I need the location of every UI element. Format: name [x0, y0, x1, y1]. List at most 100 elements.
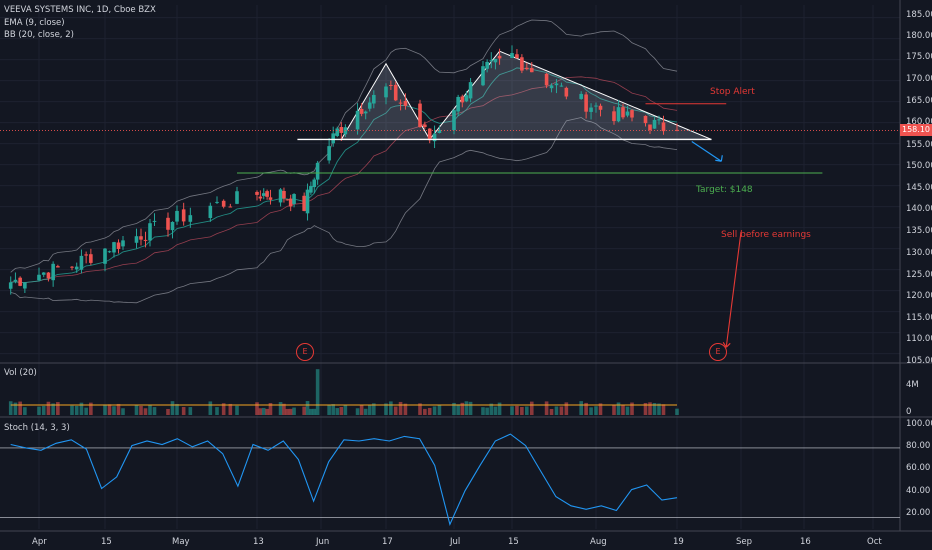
volume-bar	[134, 405, 139, 415]
volume-bar	[389, 401, 393, 415]
volume-bar	[309, 408, 313, 415]
time-tick: May	[172, 537, 190, 547]
candle-body	[51, 263, 55, 281]
candle-body	[389, 85, 393, 87]
earnings-marker-may[interactable]: E	[296, 343, 314, 361]
volume-bar	[148, 404, 152, 415]
volume-bar	[598, 403, 603, 415]
volume-bar	[265, 408, 269, 415]
candle-body	[208, 205, 213, 218]
candle-body	[384, 86, 388, 98]
bb-legend: BB (20, close, 2)	[4, 30, 74, 40]
candle-body	[302, 195, 306, 211]
volume-bar	[367, 404, 372, 415]
candle-body	[621, 107, 625, 118]
volume-bar	[616, 402, 621, 415]
candle-body	[152, 220, 157, 222]
candle-body	[278, 189, 283, 203]
time-tick: 19	[673, 537, 684, 547]
candle-body	[367, 102, 372, 109]
volume-bar	[594, 406, 598, 415]
volume-bar	[107, 404, 112, 415]
stoch-tick: 80.00	[906, 441, 931, 451]
candle-body	[525, 67, 529, 70]
candle-body	[423, 124, 427, 127]
volume-bar	[363, 408, 368, 415]
candle-body	[481, 66, 485, 86]
stochastic-pane	[0, 433, 900, 527]
volume-bar	[584, 402, 588, 415]
stoch-tick: 20.00	[906, 508, 931, 518]
candle-body	[497, 55, 502, 59]
volume-bar	[559, 406, 564, 415]
volume-bar	[112, 406, 116, 415]
volume-bar	[51, 403, 55, 415]
candle-body	[166, 217, 170, 230]
candle-body	[432, 133, 437, 142]
volume-bar	[529, 401, 534, 415]
candle-body	[598, 105, 603, 110]
time-tick: Sep	[736, 537, 753, 547]
volume-bar	[510, 406, 514, 415]
candle-body	[363, 111, 368, 114]
candle-body	[456, 96, 460, 112]
candle-body	[327, 146, 331, 161]
candle-body	[355, 110, 360, 130]
candle-body	[282, 190, 286, 199]
volume-bar	[221, 403, 226, 415]
volume-bar	[398, 401, 403, 415]
candle-body	[493, 58, 498, 63]
candle-body	[79, 255, 84, 270]
candle-body	[579, 93, 583, 99]
candle-body	[544, 73, 549, 86]
candle-body	[74, 266, 79, 270]
sell-arrow	[722, 231, 742, 348]
candle-body	[549, 85, 554, 89]
volume-bar	[612, 404, 616, 415]
price-tick: 115.00	[906, 313, 932, 323]
candle-body	[18, 277, 22, 286]
price-tick: 150.00	[906, 161, 932, 171]
candle-body	[559, 85, 564, 87]
candle-body	[464, 95, 469, 102]
volume-bar	[675, 408, 679, 415]
volume-bar	[621, 404, 625, 415]
volume-bar	[661, 404, 666, 415]
volume-bar	[393, 406, 398, 415]
last-price-tag: 158.10	[900, 124, 932, 136]
candle-body	[427, 128, 432, 141]
candle-body	[564, 87, 569, 97]
volume-bar	[208, 401, 213, 415]
volume-bar	[18, 401, 22, 415]
candle-body	[103, 248, 107, 264]
candle-body	[648, 124, 652, 131]
candle-body	[134, 236, 139, 243]
candle-body	[468, 82, 473, 99]
candle-body	[485, 61, 489, 69]
volume-bar	[544, 401, 549, 415]
price-tick: 160.00	[906, 117, 932, 127]
volume-bar	[493, 406, 498, 415]
volume-bar	[56, 402, 60, 415]
volume-bar	[292, 407, 296, 415]
volume-bar	[372, 403, 376, 415]
candle-body	[309, 186, 313, 193]
time-tick: 17	[382, 537, 393, 547]
price-tick: 145.00	[906, 183, 932, 193]
volume-bar	[359, 405, 364, 415]
candle-body	[70, 266, 74, 268]
candle-body	[305, 189, 310, 214]
volume-bar	[432, 406, 437, 415]
stoch-pane-title: Stoch (14, 3, 3)	[4, 423, 70, 433]
candle-body	[228, 206, 233, 208]
volume-bar	[305, 401, 310, 415]
candle-body	[268, 197, 273, 200]
price-tick: 130.00	[906, 248, 932, 258]
volume-bar	[215, 407, 219, 415]
volume-tick: 4M	[906, 380, 919, 390]
earnings-marker-aug[interactable]: E	[709, 343, 727, 361]
price-tick: 170.00	[906, 74, 932, 84]
candle-body	[139, 236, 143, 240]
volume-bar	[121, 408, 125, 415]
